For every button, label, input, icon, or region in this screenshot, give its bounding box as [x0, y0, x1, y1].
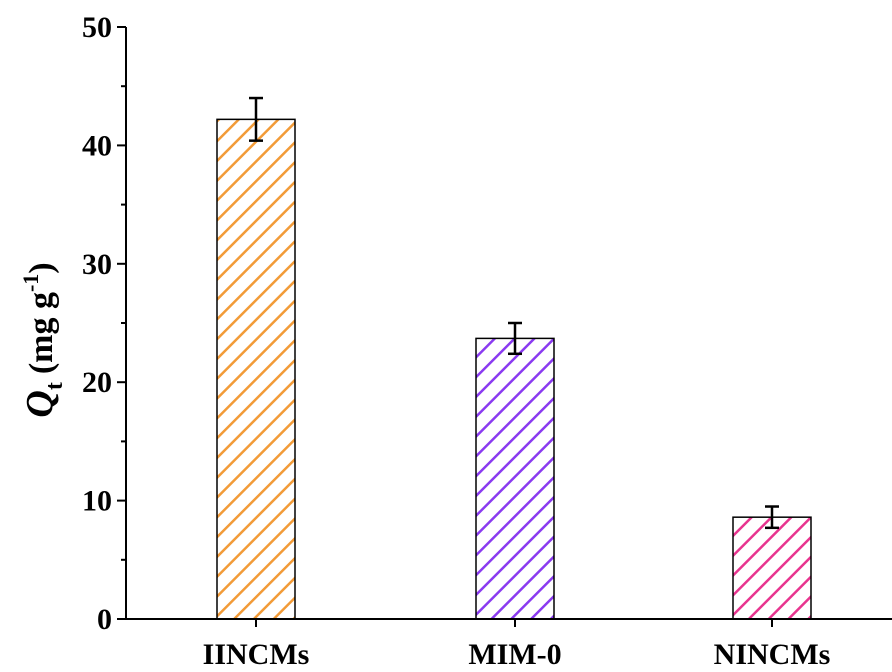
y-tick-label: 10: [82, 485, 112, 518]
y-axis-label: Qt (mg g-1): [18, 262, 68, 417]
y-label-symbol: Q: [19, 390, 61, 417]
y-tick-label: 40: [82, 129, 112, 162]
x-category-label: IINCMs: [203, 638, 310, 671]
y-label-unit-close: ): [23, 262, 60, 273]
bar-iincms: [216, 118, 296, 620]
x-category-label: MIM-0: [468, 638, 561, 671]
y-tick-label: 20: [82, 366, 112, 399]
y-label-unit: (mg g: [23, 292, 60, 374]
bar-mim-0: [475, 337, 555, 620]
y-axis-ticks: 0 10 20 30 40 50: [82, 11, 126, 636]
error-bars: [249, 96, 779, 627]
y-tick-label: 50: [82, 11, 112, 44]
y-tick-label: 30: [82, 248, 112, 281]
y-label-subscript: t: [42, 382, 68, 390]
y-tick-label: 0: [97, 603, 112, 636]
category-labels: IINCMs MIM-0 NINCMs: [203, 638, 831, 671]
y-label-unit-superscript: -1: [18, 274, 43, 292]
bars: [216, 118, 812, 620]
x-category-label: NINCMs: [714, 638, 831, 671]
bar-nincms: [732, 516, 812, 620]
